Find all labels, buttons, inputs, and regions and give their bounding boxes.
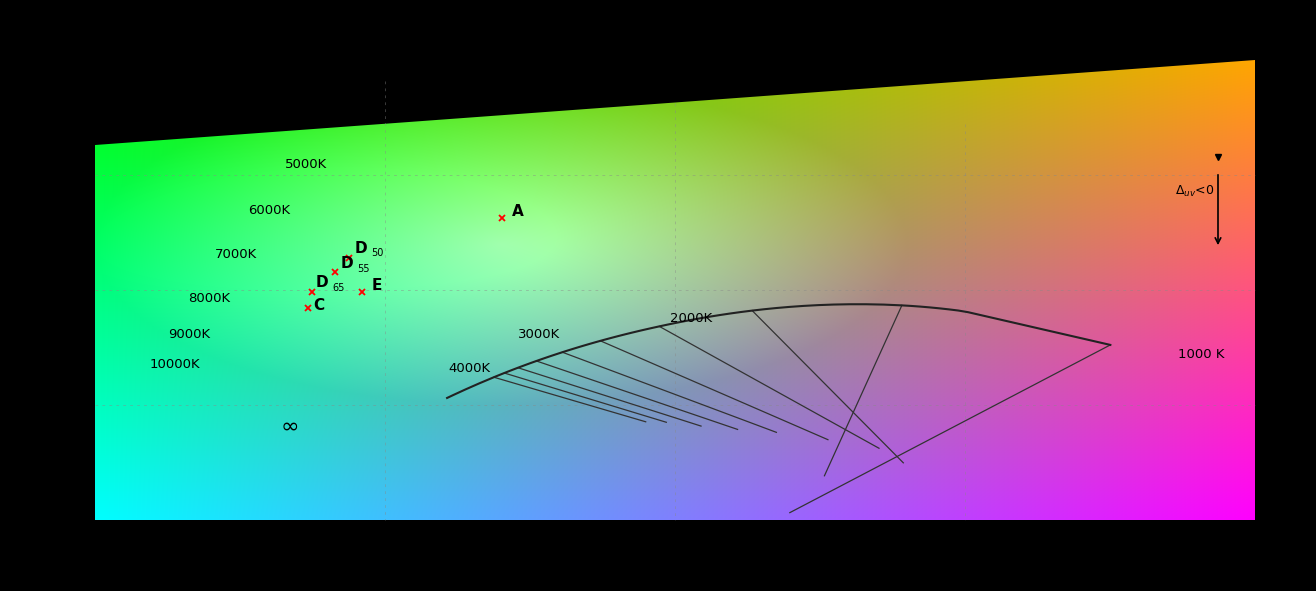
Text: A: A	[512, 204, 524, 219]
Text: 9000K: 9000K	[168, 329, 211, 342]
Text: 1000 K: 1000 K	[1178, 349, 1224, 362]
Text: 3000K: 3000K	[519, 329, 561, 342]
Polygon shape	[0, 520, 1316, 591]
Text: 4000K: 4000K	[447, 362, 490, 375]
Text: 8000K: 8000K	[188, 291, 230, 304]
Polygon shape	[0, 0, 95, 591]
Text: 2000K: 2000K	[670, 311, 712, 324]
Text: 6000K: 6000K	[247, 203, 290, 216]
Text: ∞: ∞	[280, 417, 299, 437]
Text: 10000K: 10000K	[150, 359, 200, 372]
Text: 65: 65	[332, 283, 345, 293]
Text: D: D	[316, 275, 329, 290]
Text: D: D	[341, 256, 354, 271]
Text: 5000K: 5000K	[286, 158, 328, 171]
Text: C: C	[313, 298, 324, 313]
Text: $\Delta_{uv}$<0: $\Delta_{uv}$<0	[1175, 184, 1215, 199]
Text: E: E	[372, 278, 383, 293]
Text: 55: 55	[357, 264, 370, 274]
Polygon shape	[1255, 0, 1316, 591]
Text: 7000K: 7000K	[215, 248, 257, 261]
Text: 50: 50	[371, 248, 383, 258]
Polygon shape	[0, 0, 1316, 145]
Text: D: D	[355, 241, 367, 256]
